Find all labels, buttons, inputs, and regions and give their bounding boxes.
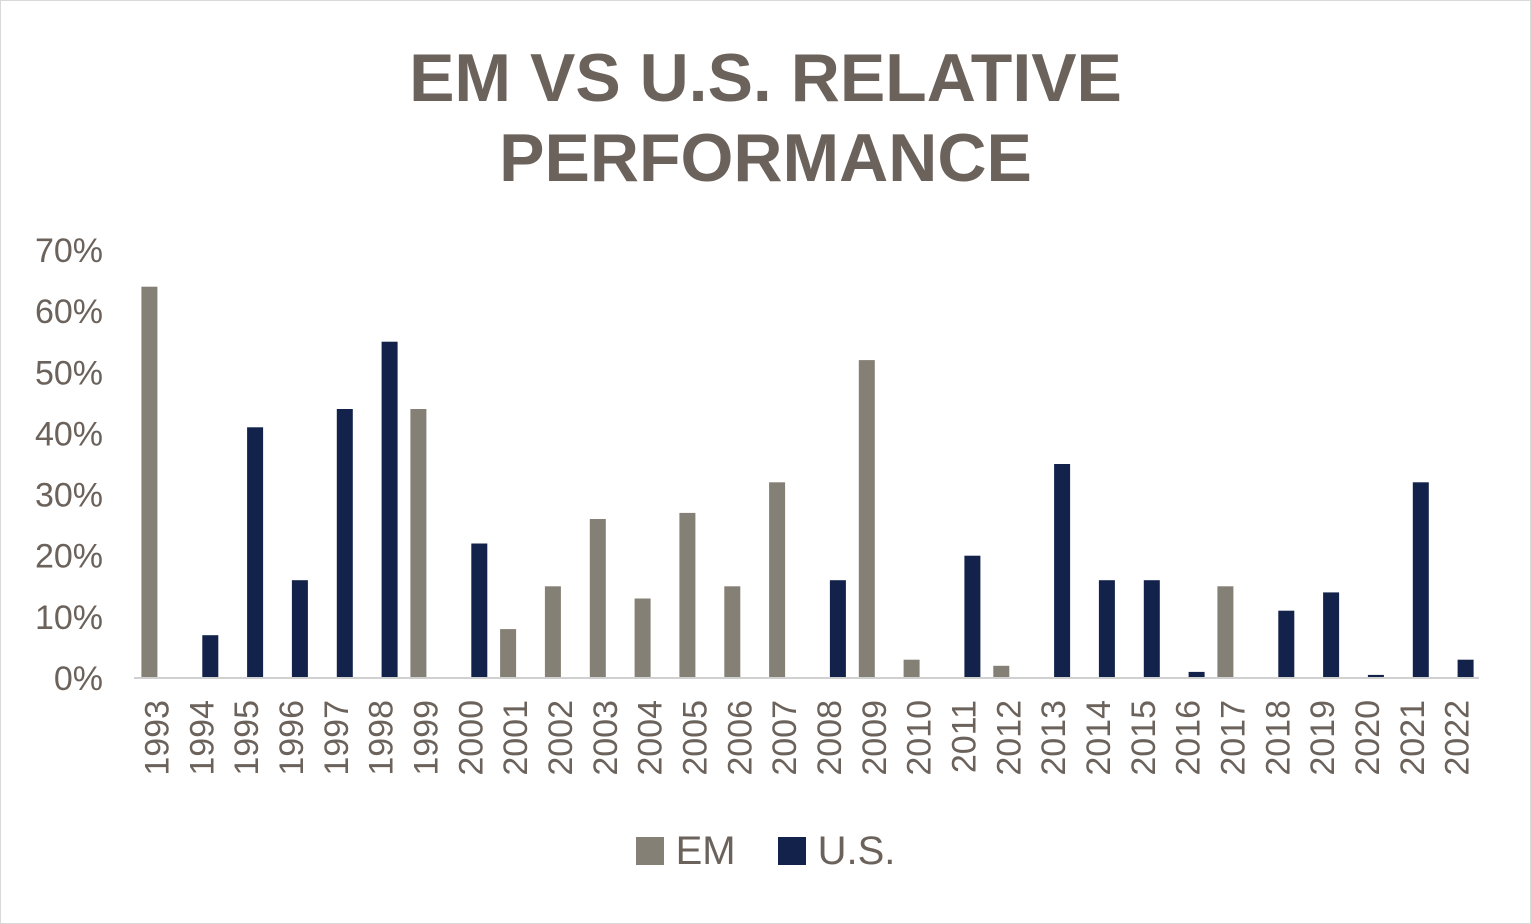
chart-title-line-2: PERFORMANCE: [499, 120, 1032, 196]
y-tick-label: 60%: [35, 293, 103, 331]
bar-us-2021: [1412, 482, 1429, 678]
bar-em-2001: [500, 629, 517, 678]
x-tick-label: 2010: [901, 700, 939, 776]
legend-item-em: EM: [635, 826, 736, 876]
bar-us-2015: [1143, 580, 1160, 678]
bar-us-1998: [381, 341, 398, 678]
y-tick-label: 50%: [35, 354, 103, 392]
x-tick-label: 2018: [1259, 700, 1297, 776]
x-tick-label: 2001: [497, 700, 535, 776]
bar-em-2007: [769, 482, 786, 678]
x-tick-label: 2008: [811, 700, 849, 776]
x-tick-label: 2013: [1035, 700, 1073, 776]
bar-us-1995: [247, 427, 264, 678]
x-tick-label: 2004: [632, 700, 670, 776]
legend-label-em: EM: [675, 829, 736, 873]
legend-swatch-em: [635, 837, 664, 865]
bar-em-2002: [544, 586, 561, 678]
bar-us-2016: [1188, 671, 1205, 678]
y-tick-label: 40%: [35, 415, 103, 453]
x-tick-label: 2014: [1080, 700, 1118, 776]
x-tick-label: 2017: [1214, 700, 1252, 776]
x-tick-label: 2005: [676, 700, 714, 776]
x-tick-label: 2000: [452, 700, 490, 776]
x-tick-label: 2007: [766, 700, 804, 776]
bar-em-2005: [679, 512, 696, 678]
bar-us-2014: [1098, 580, 1115, 678]
x-tick-label: 1997: [318, 700, 356, 776]
bar-em-2017: [1217, 586, 1234, 678]
x-tick-label: 1996: [273, 700, 311, 776]
bar-em-2003: [589, 519, 606, 678]
y-tick-label: 70%: [35, 232, 103, 270]
x-tick-label: 1994: [183, 700, 221, 776]
x-tick-label: 2003: [587, 700, 625, 776]
bar-us-2011: [964, 555, 981, 678]
x-tick-label: 2015: [1125, 700, 1163, 776]
x-tick-label: 1995: [228, 700, 266, 776]
x-tick-label: 2006: [721, 700, 759, 776]
chart-title-line-1: EM VS U.S. RELATIVE: [409, 40, 1122, 116]
bar-us-2018: [1278, 610, 1295, 678]
bar-us-2013: [1054, 464, 1071, 678]
chart-title: EM VS U.S. RELATIVE PERFORMANCE: [0, 38, 1531, 198]
bar-em-2010: [903, 659, 920, 678]
bar-em-1993: [141, 286, 158, 678]
x-tick-label: 2012: [990, 700, 1028, 776]
y-tick-label: 20%: [35, 538, 103, 576]
legend-item-us: U.S.: [777, 826, 896, 876]
x-tick-label: 2002: [542, 700, 580, 776]
bar-us-1996: [291, 580, 308, 678]
bar-us-2020: [1367, 674, 1384, 678]
legend-label-us: U.S.: [817, 829, 896, 873]
bar-us-2019: [1323, 592, 1340, 678]
x-tick-label: 2021: [1394, 700, 1432, 776]
x-tick-label: 2019: [1304, 700, 1342, 776]
x-tick-label: 2011: [945, 700, 983, 773]
bar-em-2009: [858, 360, 875, 678]
y-tick-label: 10%: [35, 599, 103, 637]
bar-us-2008: [829, 580, 846, 678]
x-tick-label: 2016: [1170, 700, 1208, 776]
chart-legend: EM U.S.: [0, 826, 1531, 876]
bar-em-2012: [993, 665, 1010, 678]
x-tick-label: 2022: [1439, 700, 1477, 776]
y-tick-label: 30%: [35, 477, 103, 515]
y-tick-label: 0%: [54, 660, 103, 698]
x-tick-label: 1999: [407, 700, 445, 776]
x-tick-label: 2020: [1349, 700, 1387, 776]
bar-em-1999: [410, 409, 427, 678]
bar-us-2000: [471, 543, 488, 678]
bar-us-2022: [1457, 659, 1474, 678]
x-tick-label: 1998: [363, 700, 401, 776]
bar-em-2004: [634, 598, 651, 678]
x-tick-label: 1993: [138, 700, 176, 776]
bar-us-1994: [202, 635, 219, 678]
x-tick-label: 2009: [856, 700, 894, 776]
legend-swatch-us: [777, 837, 806, 865]
bar-em-2006: [724, 586, 741, 678]
bar-us-1997: [336, 409, 353, 678]
